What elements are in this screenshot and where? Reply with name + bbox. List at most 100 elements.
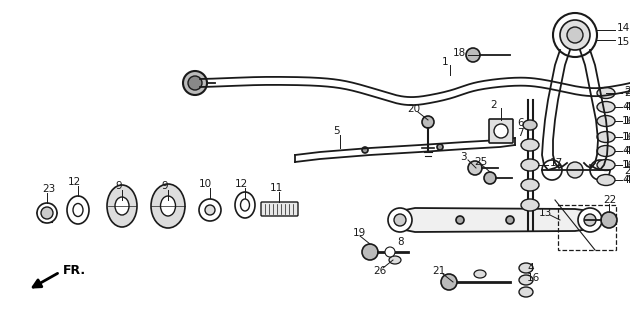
- Text: 4: 4: [624, 146, 630, 156]
- Text: 17: 17: [550, 158, 563, 168]
- Ellipse shape: [521, 199, 539, 211]
- Text: 16: 16: [622, 160, 630, 170]
- FancyBboxPatch shape: [261, 202, 298, 216]
- Text: 4: 4: [622, 102, 629, 112]
- Text: 18: 18: [453, 48, 466, 58]
- Ellipse shape: [523, 120, 537, 130]
- Ellipse shape: [597, 174, 615, 186]
- Text: 21: 21: [432, 266, 445, 276]
- Text: 9: 9: [162, 181, 168, 191]
- Ellipse shape: [597, 132, 615, 142]
- FancyBboxPatch shape: [489, 119, 513, 143]
- Circle shape: [388, 208, 412, 232]
- Circle shape: [188, 76, 202, 90]
- Ellipse shape: [519, 275, 533, 285]
- Ellipse shape: [519, 263, 533, 273]
- Ellipse shape: [151, 184, 185, 228]
- Text: 4: 4: [527, 263, 534, 273]
- Circle shape: [441, 274, 457, 290]
- Ellipse shape: [519, 287, 533, 297]
- Circle shape: [601, 212, 617, 228]
- Circle shape: [584, 214, 596, 226]
- Polygon shape: [392, 208, 598, 232]
- Circle shape: [183, 71, 207, 95]
- Text: 16: 16: [527, 273, 541, 283]
- Text: 14: 14: [617, 23, 630, 33]
- Text: 8: 8: [397, 237, 404, 247]
- Circle shape: [567, 27, 583, 43]
- Circle shape: [578, 208, 602, 232]
- Circle shape: [468, 161, 482, 175]
- Ellipse shape: [597, 101, 615, 113]
- Ellipse shape: [67, 196, 89, 224]
- Text: 25: 25: [474, 157, 487, 167]
- Circle shape: [590, 160, 610, 180]
- Ellipse shape: [521, 159, 539, 171]
- Text: 16: 16: [622, 116, 630, 126]
- Ellipse shape: [521, 179, 539, 191]
- Ellipse shape: [474, 270, 486, 278]
- Text: 24: 24: [624, 88, 630, 98]
- Circle shape: [437, 144, 443, 150]
- Text: 20: 20: [407, 104, 420, 114]
- Ellipse shape: [205, 205, 215, 215]
- Ellipse shape: [115, 197, 129, 215]
- Text: 16: 16: [624, 160, 630, 170]
- Circle shape: [494, 124, 508, 138]
- Circle shape: [466, 48, 480, 62]
- Circle shape: [484, 172, 496, 184]
- Text: 4: 4: [624, 102, 630, 112]
- Text: 7: 7: [517, 128, 524, 138]
- Text: 13: 13: [539, 208, 553, 218]
- Ellipse shape: [597, 116, 615, 126]
- Text: 9: 9: [116, 181, 122, 191]
- Ellipse shape: [597, 87, 615, 99]
- Text: 19: 19: [353, 228, 366, 238]
- Circle shape: [542, 160, 562, 180]
- Text: 4: 4: [622, 175, 629, 185]
- Text: 16: 16: [622, 132, 630, 142]
- Text: 3: 3: [460, 152, 467, 162]
- Ellipse shape: [199, 199, 221, 221]
- Circle shape: [456, 216, 464, 224]
- Ellipse shape: [235, 192, 255, 218]
- Circle shape: [560, 20, 590, 50]
- Text: 16: 16: [624, 116, 630, 126]
- Circle shape: [37, 203, 57, 223]
- Text: 2: 2: [490, 100, 496, 110]
- Ellipse shape: [597, 159, 615, 171]
- Circle shape: [41, 207, 53, 219]
- Text: 4: 4: [624, 175, 630, 185]
- Ellipse shape: [597, 146, 615, 156]
- Text: 15: 15: [617, 37, 630, 47]
- Circle shape: [362, 244, 378, 260]
- Ellipse shape: [161, 196, 176, 216]
- Text: 12: 12: [234, 179, 248, 189]
- Circle shape: [394, 214, 406, 226]
- Circle shape: [506, 216, 514, 224]
- Text: 11: 11: [270, 183, 283, 193]
- Circle shape: [553, 13, 597, 57]
- Text: 5: 5: [334, 126, 340, 136]
- Text: 24: 24: [624, 166, 630, 176]
- Text: 4: 4: [622, 146, 629, 156]
- Circle shape: [567, 162, 583, 178]
- Text: 23: 23: [42, 184, 55, 194]
- Text: 24: 24: [624, 86, 630, 96]
- Circle shape: [362, 147, 368, 153]
- Text: 6: 6: [517, 118, 524, 128]
- Circle shape: [385, 247, 395, 257]
- Text: 16: 16: [624, 132, 630, 142]
- Text: FR.: FR.: [63, 265, 86, 277]
- Text: 10: 10: [198, 179, 212, 189]
- Text: 1: 1: [442, 57, 449, 67]
- Circle shape: [422, 116, 434, 128]
- Text: 12: 12: [67, 177, 81, 187]
- Text: 26: 26: [373, 266, 386, 276]
- Ellipse shape: [73, 204, 83, 217]
- Ellipse shape: [241, 199, 249, 211]
- Ellipse shape: [107, 185, 137, 227]
- Text: 22: 22: [603, 195, 616, 205]
- Ellipse shape: [521, 139, 539, 151]
- Ellipse shape: [389, 256, 401, 264]
